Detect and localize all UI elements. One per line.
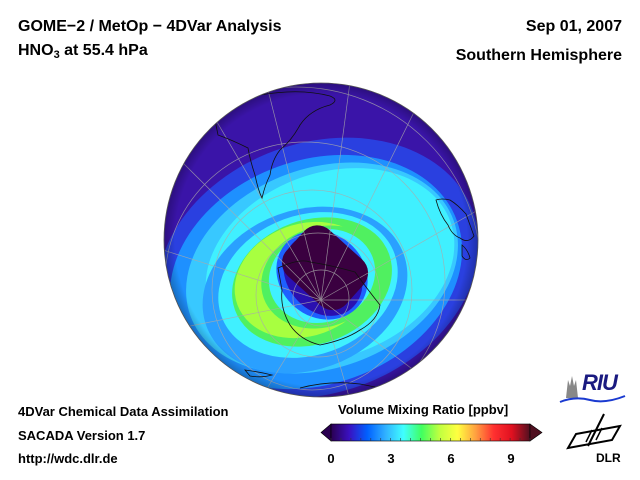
- species-subscript: 3: [53, 49, 60, 61]
- region-label: Southern Hemisphere: [455, 47, 622, 64]
- dlr-logo-text: DLR: [596, 451, 621, 465]
- map-title: GOME−2 / MetOp − 4DVar Analysis: [18, 18, 282, 35]
- globe-outline: [163, 82, 479, 398]
- colorbar: [320, 423, 543, 442]
- date-label: Sep 01, 2007: [525, 18, 622, 35]
- dlr-logo: [566, 413, 622, 450]
- footer-assimilation: 4DVar Chemical Data Assimilation: [18, 404, 229, 419]
- colorbar-title: Volume Mixing Ratio [ppbv]: [338, 402, 509, 417]
- species-name: HNO: [18, 42, 54, 59]
- footer-version: SACADA Version 1.7: [18, 428, 146, 443]
- pressure-level: at 55.4 hPa: [59, 42, 148, 59]
- cathedral-icon: [566, 376, 578, 398]
- riu-logo: [559, 376, 626, 403]
- colorbar-over-arrow: [529, 423, 543, 442]
- colorbar-under-arrow: [320, 423, 332, 442]
- globe: [164, 83, 478, 397]
- colorbar-tick-label: 6: [447, 451, 455, 466]
- dlr-mark-wing: [566, 424, 622, 450]
- colorbar-tick-label: 9: [507, 451, 515, 466]
- colorbar-tick-label: 0: [327, 451, 335, 466]
- map-subtitle: HNO3 at 55.4 hPa: [18, 42, 148, 61]
- colorbar-tick-label: 3: [387, 451, 395, 466]
- footer-url[interactable]: http://wdc.dlr.de: [18, 451, 118, 466]
- river-icon: [559, 395, 626, 403]
- riu-logo-text: RIU: [582, 370, 618, 395]
